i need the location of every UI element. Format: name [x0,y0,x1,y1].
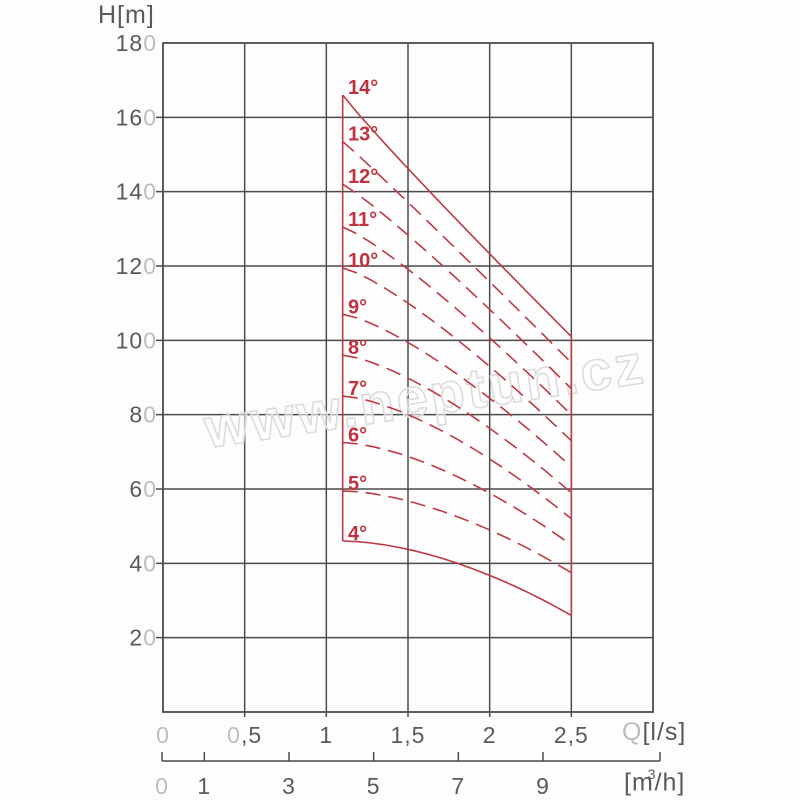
x-tick-label: 1,5 [391,722,426,748]
curve-label-4deg: 4° [348,523,367,545]
curve-label-7deg: 7° [348,378,367,400]
curve-label-13deg: 13° [348,123,378,145]
x2-unit-post: /h] [654,768,686,797]
ruler-tick-label: 1 [197,773,211,799]
curve-4deg [342,540,572,617]
curve-7deg [342,395,572,520]
curve-label-11deg: 11° [348,209,377,231]
x-axis-unit-label: Q[l/s] [622,718,686,747]
watermark-text: www.neptun.cz [199,332,649,460]
x2-unit-sup: 3 [647,766,657,782]
x-tick-label: 2 [483,722,497,748]
curve-10deg [342,267,572,442]
curve-14deg [342,94,572,338]
curve-label-6deg: 6° [348,425,367,447]
ruler-tick-label: 9 [536,773,550,799]
x-tick-label: 0 [156,722,170,748]
curves-layer: 14° 13° 12° 11° 10° 9° 8° 7° 6° 5° 4° [341,77,573,617]
curve-label-14deg: 14° [348,77,378,99]
curve-label-8deg: 8° [348,337,367,359]
curve-label-9deg: 9° [348,296,367,318]
x-axis-unit-ls: [l/s] [642,718,687,746]
curve-6deg [342,441,572,546]
x-axis-unit-q: Q [622,718,643,746]
x-tick-label: 1 [319,722,333,748]
conversion-ruler-layer: 0 1 3 5 7 9 [155,752,661,799]
x2-unit-pre: [m [624,768,654,797]
curve-13deg [342,140,572,364]
curve-label-10deg: 10° [348,250,378,272]
plot-border [162,42,654,713]
x-tick-label: 0,5 [227,722,262,748]
ruler-tick-label: 5 [367,773,381,799]
x-tick-label: 2,5 [554,722,589,748]
y-tick-label: 160 [116,104,157,130]
curve-12deg [342,183,572,390]
y-tick-label: 40 [129,550,157,576]
ruler-tick-label: 7 [451,773,465,799]
y-axis-unit-label: H[m] [98,1,155,30]
x2-axis-unit-label: [m3/h] [624,766,686,797]
curve-8deg [342,354,572,494]
ruler-tick-label: 0 [155,773,169,799]
curve-label-5deg: 5° [348,473,367,495]
y-axis-unit-text: H[m] [98,1,155,29]
y-tick-label: 140 [116,179,157,205]
curve-5deg [342,490,572,574]
y-tick-label: 60 [129,476,157,502]
curve-11deg [342,226,572,416]
tick-labels-layer: 180 160 140 120 100 80 60 40 20 0 0,5 1 1,5 2 2,5 [116,30,589,748]
curve-9deg [342,313,572,468]
curve-label-12deg: 12° [348,166,378,188]
y-tick-label: 20 [129,625,157,651]
y-tick-label: 180 [116,30,157,56]
ruler-tick-label: 3 [282,773,296,799]
y-tick-label: 100 [116,327,157,353]
y-tick-label: 80 [129,402,157,428]
y-tick-label: 120 [116,253,157,279]
